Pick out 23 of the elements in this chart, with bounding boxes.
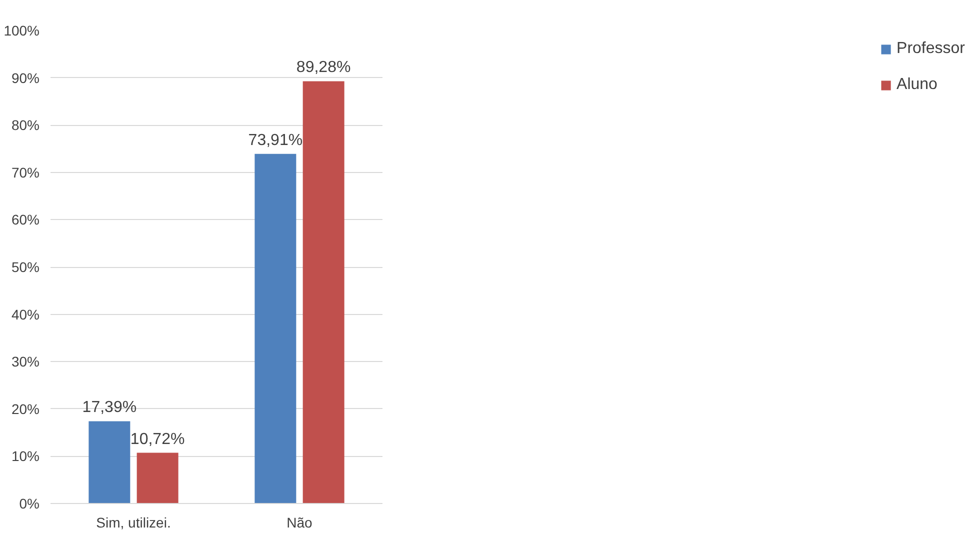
data-label: 10,72% bbox=[130, 430, 185, 448]
y-tick-label: 10% bbox=[11, 448, 40, 464]
y-tick-label: 40% bbox=[11, 306, 40, 322]
y-tick-label: 100% bbox=[4, 22, 40, 38]
legend-label: Professor bbox=[896, 40, 965, 58]
y-tick-label: 90% bbox=[11, 70, 40, 86]
data-label: 17,39% bbox=[82, 399, 137, 416]
y-tick-label: 70% bbox=[11, 164, 40, 180]
y-tick-label: 0% bbox=[19, 496, 40, 512]
bar bbox=[88, 421, 130, 504]
y-tick-label: 80% bbox=[11, 117, 40, 134]
y-tick-label: 30% bbox=[11, 354, 40, 370]
bar bbox=[302, 81, 344, 504]
y-tick-label: 20% bbox=[11, 400, 40, 417]
y-tick-label: 60% bbox=[11, 212, 40, 228]
bar bbox=[254, 154, 296, 504]
data-label: 73,91% bbox=[248, 132, 303, 149]
bar bbox=[136, 452, 178, 504]
legend-label: Aluno bbox=[896, 76, 938, 94]
y-tick-label: 50% bbox=[11, 259, 40, 275]
x-tick-label: Sim, utilizei. bbox=[96, 514, 171, 530]
data-label: 89,28% bbox=[296, 59, 351, 76]
x-tick-label: Não bbox=[286, 514, 313, 530]
